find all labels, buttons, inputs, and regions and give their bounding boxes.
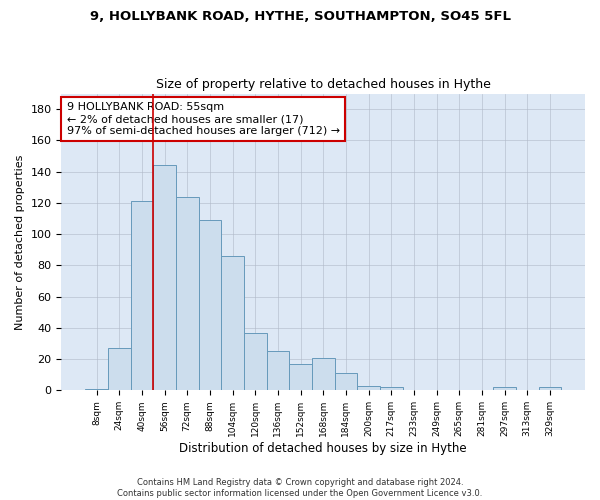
Bar	[221, 256, 244, 390]
Text: 9, HOLLYBANK ROAD, HYTHE, SOUTHAMPTON, SO45 5FL: 9, HOLLYBANK ROAD, HYTHE, SOUTHAMPTON, S…	[89, 10, 511, 23]
X-axis label: Distribution of detached houses by size in Hythe: Distribution of detached houses by size …	[179, 442, 467, 455]
Bar	[176, 196, 199, 390]
Text: Contains HM Land Registry data © Crown copyright and database right 2024.
Contai: Contains HM Land Registry data © Crown c…	[118, 478, 482, 498]
Bar	[266, 352, 289, 391]
Bar	[493, 387, 516, 390]
Bar	[312, 358, 335, 390]
Bar	[85, 389, 108, 390]
Title: Size of property relative to detached houses in Hythe: Size of property relative to detached ho…	[156, 78, 491, 91]
Bar	[380, 387, 403, 390]
Bar	[289, 364, 312, 390]
Bar	[131, 202, 153, 390]
Bar	[357, 386, 380, 390]
Bar	[153, 166, 176, 390]
Bar	[108, 348, 131, 391]
Bar	[244, 332, 266, 390]
Text: 9 HOLLYBANK ROAD: 55sqm
← 2% of detached houses are smaller (17)
97% of semi-det: 9 HOLLYBANK ROAD: 55sqm ← 2% of detached…	[67, 102, 340, 136]
Bar	[539, 387, 561, 390]
Y-axis label: Number of detached properties: Number of detached properties	[15, 154, 25, 330]
Bar	[335, 373, 357, 390]
Bar	[199, 220, 221, 390]
